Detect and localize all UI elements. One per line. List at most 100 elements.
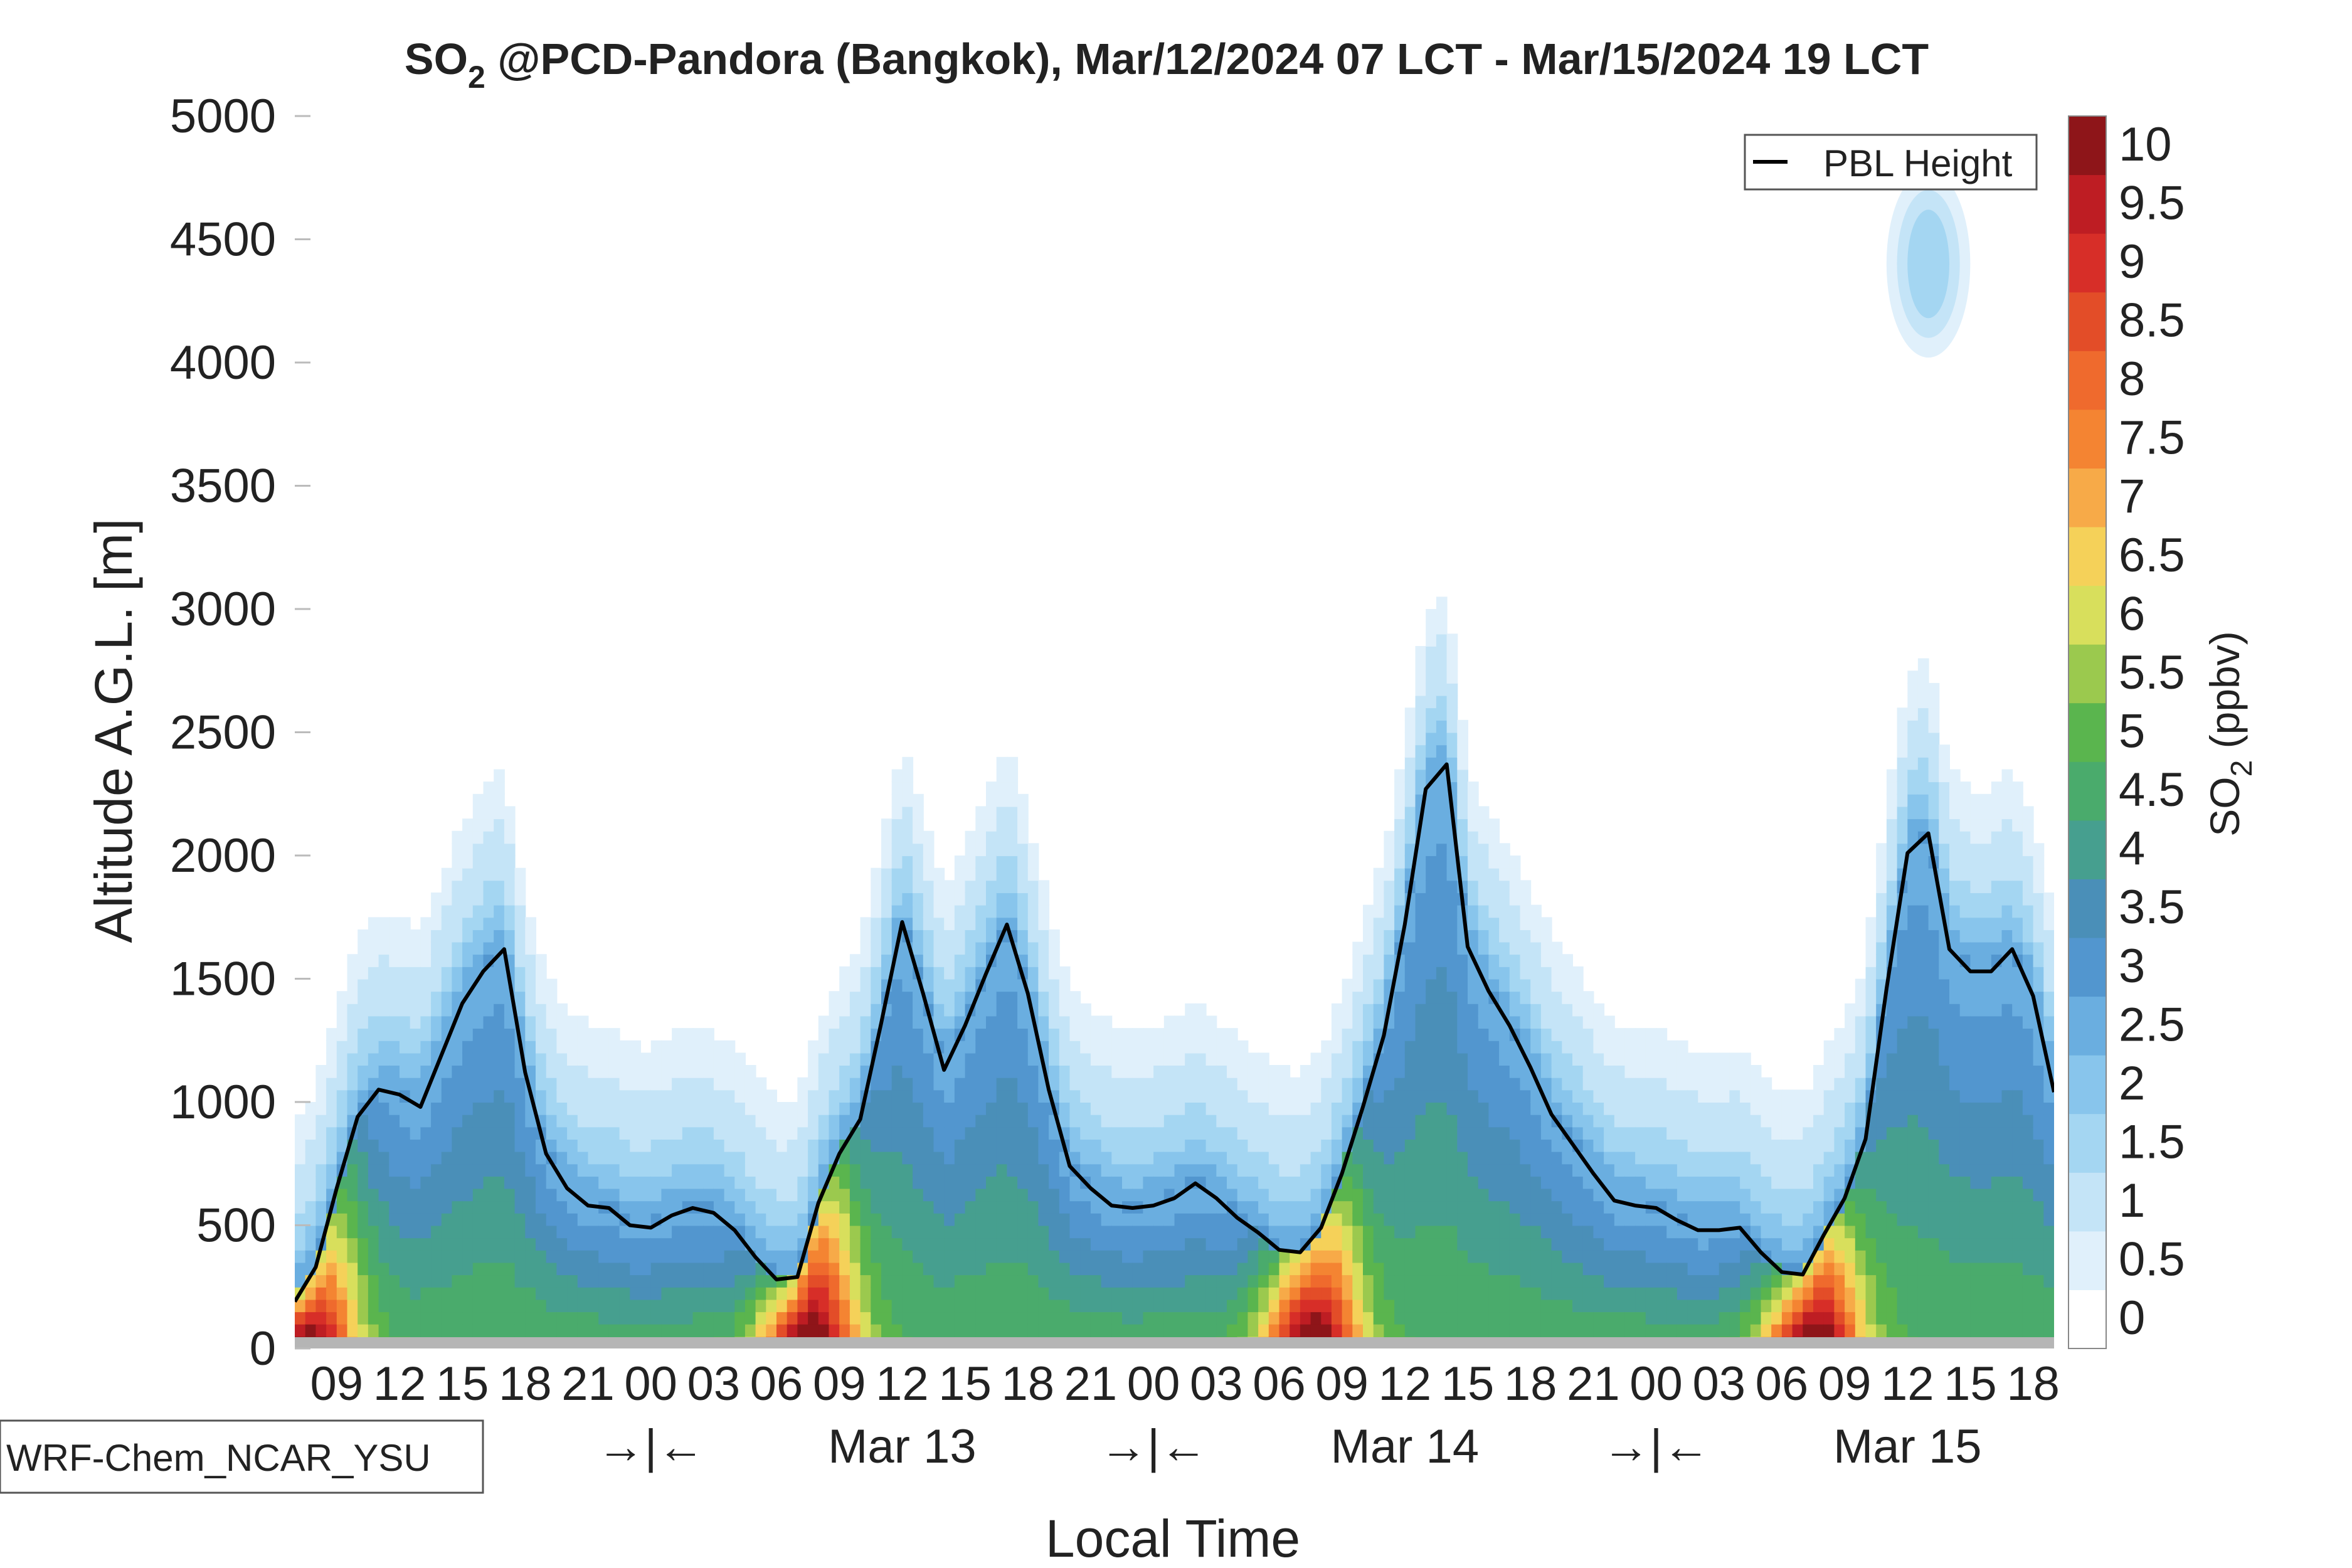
curtain-cell	[1604, 1077, 1615, 1091]
curtain-cell	[567, 1040, 578, 1054]
curtain-cell	[462, 929, 474, 943]
curtain-cell	[1310, 1151, 1322, 1165]
curtain-cell	[871, 867, 882, 881]
curtain-cell	[347, 1249, 359, 1263]
curtain-cell	[305, 1249, 317, 1263]
curtain-cell	[1373, 917, 1385, 930]
curtain-cell	[1038, 1212, 1050, 1226]
curtain-cell	[462, 856, 474, 869]
curtain-cell	[1468, 1139, 1479, 1152]
curtain-cell	[1404, 744, 1416, 758]
curtain-cell	[1290, 1274, 1301, 1288]
curtain-cell	[713, 1052, 725, 1066]
curtain-cell	[1645, 1299, 1657, 1313]
curtain-cell	[682, 1262, 694, 1276]
curtain-cell	[1761, 1225, 1772, 1239]
curtain-cell	[504, 867, 516, 881]
curtain-cell	[1624, 1323, 1636, 1337]
curtain-cell	[1540, 991, 1552, 1004]
curtain-cell	[913, 1114, 924, 1128]
curtain-cell	[347, 1237, 359, 1251]
curtain-cell	[871, 1188, 882, 1202]
curtain-cell	[891, 1126, 903, 1140]
curtain-cell	[1426, 856, 1437, 869]
curtain-cell	[1038, 1200, 1050, 1214]
curtain-cell	[1415, 1028, 1427, 1041]
curtain-cell	[839, 1077, 850, 1091]
curtain-cell	[1153, 1237, 1165, 1251]
curtain-cell	[818, 1163, 830, 1177]
curtain-cell	[1363, 1114, 1374, 1128]
curtain-cell	[347, 966, 359, 980]
curtain-cell	[1101, 1311, 1113, 1325]
curtain-cell	[1195, 1028, 1207, 1041]
curtain-cell	[1457, 1040, 1468, 1054]
curtain-cell	[1017, 1225, 1029, 1239]
curtain-cell	[703, 1175, 714, 1189]
curtain-cell	[933, 991, 945, 1004]
curtain-cell	[1007, 1151, 1019, 1165]
curtain-cell	[1331, 1237, 1343, 1251]
curtain-cell	[452, 991, 464, 1004]
curtain-cell	[1635, 1237, 1646, 1251]
curtain-cell	[1781, 1139, 1793, 1152]
curtain-cell	[871, 1225, 882, 1239]
curtain-cell	[1007, 843, 1019, 856]
curtain-cell	[1729, 1126, 1741, 1140]
curtain-cell	[588, 1262, 600, 1276]
curtain-cell	[1645, 1311, 1657, 1325]
curtain-cell	[965, 1286, 977, 1300]
curtain-cell	[1384, 867, 1396, 881]
curtain-cell	[514, 1249, 526, 1263]
curtain-cell	[536, 1299, 547, 1313]
curtain-cell	[1792, 1299, 1804, 1313]
curtain-cell	[1478, 1065, 1490, 1078]
curtain-cell	[378, 1249, 390, 1263]
curtain-cell	[577, 1040, 589, 1054]
curtain-cell	[1069, 1003, 1081, 1017]
curtain-cell	[441, 1102, 453, 1115]
curtain-cell	[1855, 1323, 1867, 1337]
curtain-cell	[1478, 1003, 1490, 1017]
curtain-cell	[1635, 1065, 1646, 1078]
curtain-cell	[1520, 1028, 1532, 1041]
curtain-cell	[1007, 904, 1019, 918]
curtain-cell	[1185, 1139, 1196, 1152]
curtain-cell	[1101, 1175, 1113, 1189]
curtain-cell	[913, 1065, 924, 1078]
curtain-cell	[871, 1200, 882, 1214]
curtain-cell	[400, 1175, 411, 1189]
curtain-cell	[1205, 1114, 1217, 1128]
curtain-cell	[682, 1249, 694, 1263]
curtain-cell	[441, 880, 453, 893]
curtain-cell	[818, 1114, 830, 1128]
curtain-cell	[1080, 1102, 1091, 1115]
curtain-cell	[1551, 1237, 1563, 1251]
curtain-cell	[1080, 1262, 1091, 1276]
curtain-cell	[913, 1126, 924, 1140]
curtain-cell	[1593, 1274, 1605, 1288]
curtain-cell	[1059, 1237, 1071, 1251]
curtain-cell	[1457, 1163, 1468, 1177]
curtain-cell	[1740, 1311, 1751, 1325]
curtain-cell	[1153, 1065, 1165, 1078]
curtain-cell	[672, 1040, 683, 1054]
curtain-cell	[1520, 1126, 1532, 1140]
curtain-cell	[1468, 1286, 1479, 1300]
curtain-cell	[1069, 1077, 1081, 1091]
curtain-cell	[1342, 1126, 1353, 1140]
curtain-cell	[1572, 1126, 1584, 1140]
curtain-cell	[1216, 1077, 1227, 1091]
curtain-cell	[1122, 1065, 1133, 1078]
curtain-cell	[1876, 1299, 1887, 1313]
curtain-cell	[1080, 1311, 1091, 1325]
curtain-cell	[1363, 1212, 1374, 1226]
curtain-cell	[368, 966, 379, 980]
curtain-cell	[1729, 1286, 1741, 1300]
curtain-cell	[787, 1163, 798, 1177]
curtain-cell	[452, 1052, 464, 1066]
curtain-cell	[1614, 1175, 1626, 1189]
curtain-cell	[504, 830, 516, 844]
curtain-cell	[682, 1028, 694, 1041]
curtain-cell	[1007, 1299, 1019, 1313]
